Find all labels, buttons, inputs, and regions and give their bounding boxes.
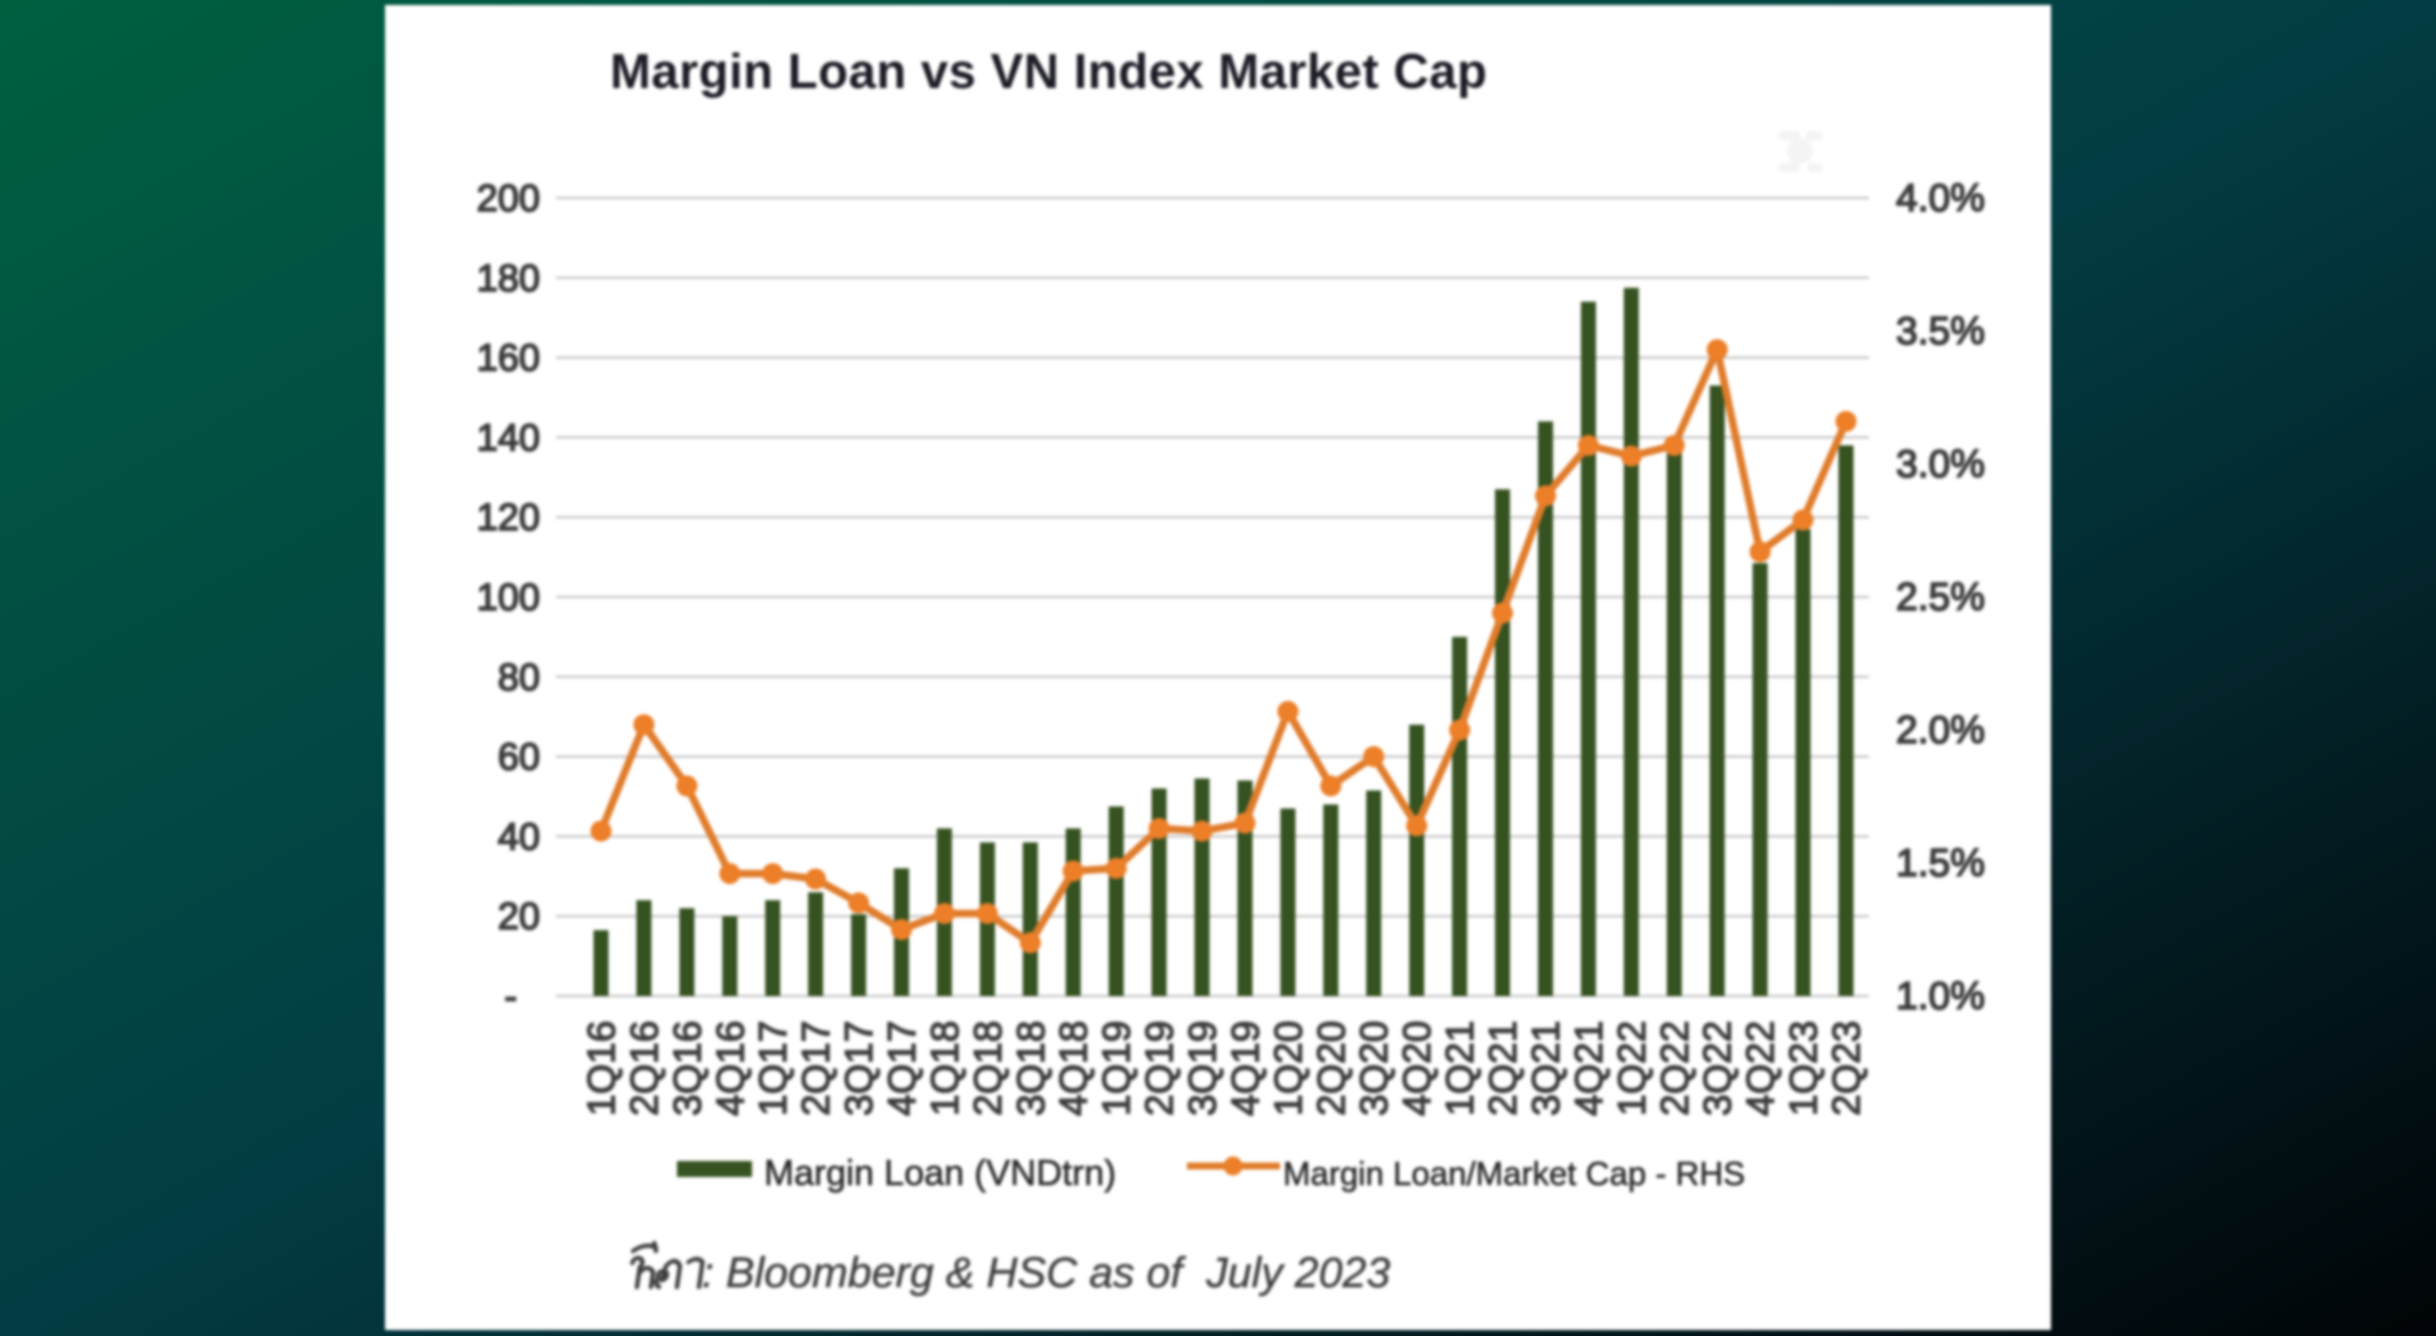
svg-text:2Q20: 2Q20 xyxy=(1310,1021,1353,1116)
svg-text:1Q18: 1Q18 xyxy=(924,1021,967,1116)
svg-text:2Q22: 2Q22 xyxy=(1654,1021,1697,1116)
svg-text:3Q22: 3Q22 xyxy=(1697,1021,1740,1116)
svg-text:4Q17: 4Q17 xyxy=(881,1021,924,1116)
svg-text:200: 200 xyxy=(477,178,540,220)
svg-text:2Q19: 2Q19 xyxy=(1139,1021,1182,1116)
svg-text:3Q16: 3Q16 xyxy=(666,1021,709,1116)
svg-text:Margin Loan (VNDtrn): Margin Loan (VNDtrn) xyxy=(764,1152,1116,1193)
svg-text:2Q23: 2Q23 xyxy=(1826,1021,1869,1116)
svg-text:4Q21: 4Q21 xyxy=(1568,1021,1611,1116)
svg-text:4Q16: 4Q16 xyxy=(709,1021,752,1116)
svg-text:2Q17: 2Q17 xyxy=(795,1021,838,1116)
svg-text:1Q16: 1Q16 xyxy=(581,1021,624,1116)
svg-text:4Q19: 4Q19 xyxy=(1225,1021,1268,1116)
svg-text:4Q20: 4Q20 xyxy=(1396,1021,1439,1116)
svg-text:3.5%: 3.5% xyxy=(1896,310,1985,353)
svg-text:180: 180 xyxy=(477,258,540,300)
svg-text:1.5%: 1.5% xyxy=(1896,842,1985,885)
svg-text:3Q18: 3Q18 xyxy=(1010,1021,1053,1116)
svg-text:20: 20 xyxy=(498,896,540,938)
svg-text:2.5%: 2.5% xyxy=(1896,576,1985,619)
svg-text:160: 160 xyxy=(477,338,540,380)
svg-text:3Q19: 3Q19 xyxy=(1182,1021,1225,1116)
svg-text:80: 80 xyxy=(498,657,540,699)
svg-text:40: 40 xyxy=(498,816,540,858)
svg-text:2Q21: 2Q21 xyxy=(1482,1021,1525,1116)
svg-text:1.0%: 1.0% xyxy=(1896,975,1985,1018)
svg-text:Margin Loan/Market Cap - RHS: Margin Loan/Market Cap - RHS xyxy=(1283,1155,1745,1192)
svg-text:2Q18: 2Q18 xyxy=(967,1021,1010,1116)
svg-text:: Bloomberg & HSC as of July: : Bloomberg & HSC as of July 2023 xyxy=(702,1249,1390,1297)
svg-text:-: - xyxy=(504,976,517,1018)
svg-text:60: 60 xyxy=(498,737,540,779)
svg-text:4.0%: 4.0% xyxy=(1896,177,1985,220)
svg-text:4Q18: 4Q18 xyxy=(1053,1021,1096,1116)
svg-text:100: 100 xyxy=(477,577,540,619)
svg-text:1Q20: 1Q20 xyxy=(1267,1021,1310,1116)
svg-text:3.0%: 3.0% xyxy=(1896,443,1985,486)
svg-text:120: 120 xyxy=(477,497,540,539)
svg-text:3Q20: 3Q20 xyxy=(1353,1021,1396,1116)
svg-text:4Q22: 4Q22 xyxy=(1740,1021,1783,1116)
svg-text:1Q21: 1Q21 xyxy=(1439,1021,1482,1116)
svg-text:1Q23: 1Q23 xyxy=(1783,1021,1826,1116)
svg-text:3Q21: 3Q21 xyxy=(1525,1021,1568,1116)
svg-text:1Q17: 1Q17 xyxy=(752,1021,795,1116)
svg-text:3Q17: 3Q17 xyxy=(838,1021,881,1116)
svg-text:1Q19: 1Q19 xyxy=(1096,1021,1139,1116)
svg-text:2.0%: 2.0% xyxy=(1896,709,1985,752)
svg-text:1Q22: 1Q22 xyxy=(1611,1021,1654,1116)
svg-text:2Q16: 2Q16 xyxy=(623,1021,666,1116)
svg-text:140: 140 xyxy=(477,417,540,459)
